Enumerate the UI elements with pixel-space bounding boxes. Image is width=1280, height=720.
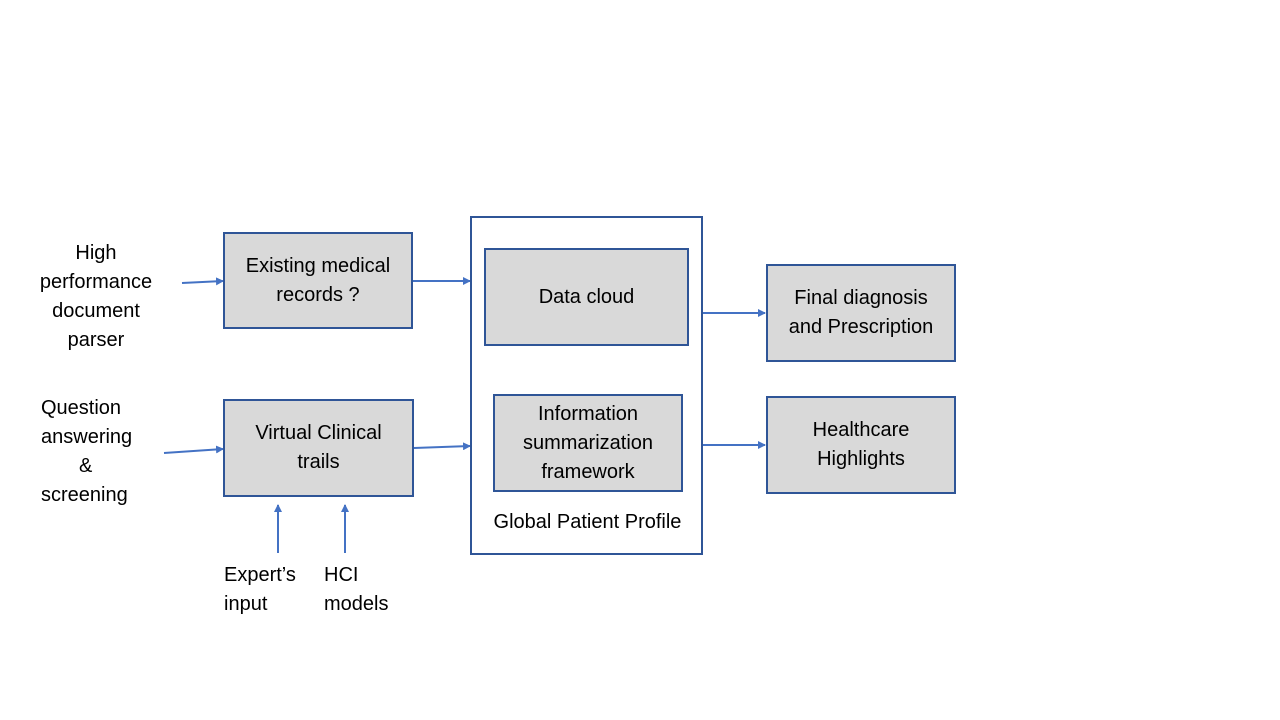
- qa-label-line: answering: [41, 426, 133, 448]
- healthcare-highlights-line: Healthcare: [812, 419, 910, 441]
- final-diagnosis-line: Final diagnosis: [794, 287, 928, 309]
- arrow-parser-to-records: [181, 277, 224, 286]
- parser-label-line: performance: [39, 271, 153, 293]
- data-cloud-box: Data cloud: [484, 248, 689, 346]
- arrow-trails-to-profile: [413, 442, 471, 451]
- expert-label-line: input: [224, 593, 268, 615]
- arrow-qa-to-trails: [163, 445, 224, 454]
- virtual-trails-box: Virtual Clinical trails: [223, 399, 414, 497]
- hci-label-line: models: [324, 593, 389, 615]
- healthcare-highlights-box: Healthcare Highlights: [766, 396, 956, 494]
- hci-input-label: HCI models: [324, 561, 388, 619]
- parser-input-label: High performance document parser: [25, 239, 167, 355]
- qa-label-line: screening: [41, 484, 128, 506]
- info-summary-line: summarization: [522, 431, 654, 454]
- info-summary-line: framework: [541, 460, 635, 483]
- healthcare-highlights-line: Highlights: [817, 448, 905, 470]
- qa-input-label: Question answering & screening: [41, 394, 132, 510]
- qa-label-line: &: [79, 455, 93, 477]
- info-summary-line: Information: [537, 402, 639, 425]
- expert-input-label: Expert’s input: [224, 561, 296, 619]
- hci-label-line: HCI: [324, 564, 359, 586]
- existing-records-line: records ?: [276, 283, 360, 306]
- global-patient-profile-label: Global Patient Profile: [493, 511, 682, 533]
- existing-records-line: Existing medical: [245, 254, 391, 277]
- final-diagnosis-box: Final diagnosis and Prescription: [766, 264, 956, 362]
- data-cloud-label: Data cloud: [538, 285, 635, 308]
- qa-label-line: Question: [41, 397, 122, 419]
- final-diagnosis-line: and Prescription: [788, 316, 934, 338]
- parser-label-line: parser: [67, 329, 125, 351]
- parser-label-line: document: [52, 300, 140, 322]
- virtual-trails-line: Virtual Clinical: [255, 422, 382, 444]
- expert-label-line: Expert’s: [224, 564, 296, 586]
- virtual-trails-line: trails: [297, 451, 340, 473]
- parser-label-line: High: [75, 242, 117, 264]
- existing-records-box: Existing medical records ?: [223, 232, 413, 329]
- info-summary-box: Information summarization framework: [493, 394, 683, 492]
